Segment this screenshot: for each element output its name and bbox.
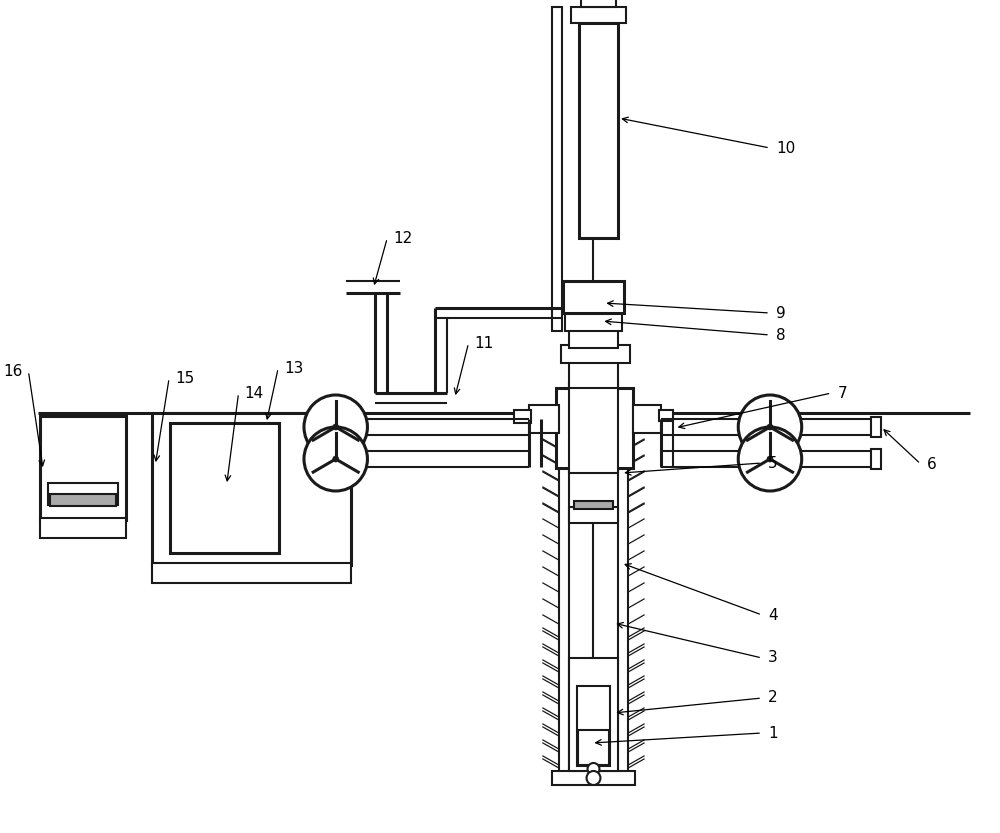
Bar [633, 405, 661, 433]
Bar [569, 360, 618, 388]
Bar [50, 494, 116, 506]
Bar [529, 405, 559, 433]
Bar [579, 23, 618, 238]
Bar [559, 413, 628, 778]
Bar [577, 686, 610, 766]
Bar [563, 281, 624, 313]
Bar [40, 416, 126, 520]
Text: 2: 2 [768, 691, 778, 706]
Circle shape [304, 395, 367, 459]
Text: 5: 5 [768, 456, 778, 471]
Bar [552, 771, 635, 785]
Text: 13: 13 [284, 361, 304, 376]
Bar [578, 730, 609, 765]
Bar [514, 410, 531, 423]
Bar [569, 330, 618, 348]
Circle shape [333, 424, 339, 430]
Bar [871, 417, 881, 437]
Bar [569, 383, 618, 473]
Text: 4: 4 [768, 607, 778, 622]
Circle shape [587, 771, 600, 785]
Text: 12: 12 [393, 231, 412, 246]
Circle shape [588, 763, 599, 775]
Bar [40, 518, 126, 538]
Bar [569, 413, 618, 773]
Bar [185, 417, 195, 437]
Circle shape [304, 427, 367, 491]
Text: 9: 9 [776, 306, 786, 321]
Text: 3: 3 [768, 651, 778, 666]
Bar [565, 311, 622, 331]
Text: 8: 8 [776, 327, 786, 342]
Text: 6: 6 [927, 456, 936, 471]
Circle shape [767, 424, 773, 430]
Bar [552, 7, 562, 331]
Text: 15: 15 [175, 371, 194, 386]
Bar [871, 449, 881, 469]
Circle shape [333, 456, 339, 462]
Bar [571, 7, 626, 23]
Circle shape [767, 456, 773, 462]
Circle shape [738, 427, 802, 491]
Text: 7: 7 [837, 386, 847, 401]
Bar [569, 658, 618, 771]
Bar [569, 507, 618, 523]
Text: 1: 1 [768, 726, 778, 741]
Bar [556, 388, 633, 468]
Bar [659, 410, 673, 421]
Bar [170, 423, 279, 553]
Text: 11: 11 [475, 336, 494, 351]
Text: 16: 16 [3, 363, 22, 378]
Bar [48, 483, 118, 505]
Bar [574, 501, 613, 509]
Circle shape [738, 395, 802, 459]
Bar [152, 413, 351, 565]
Bar [185, 449, 195, 469]
Bar [561, 345, 630, 363]
Text: 14: 14 [244, 386, 264, 401]
Text: 10: 10 [776, 141, 795, 156]
Bar [581, 0, 616, 7]
Bar [152, 563, 351, 583]
